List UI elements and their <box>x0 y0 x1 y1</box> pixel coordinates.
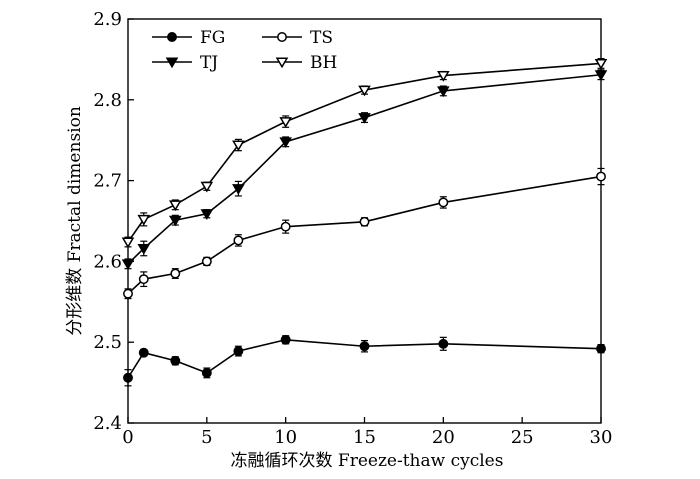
point-fg <box>280 334 291 345</box>
x-tick-label: 20 <box>432 427 455 448</box>
y-tick-label: 2.5 <box>93 332 122 353</box>
axis-ticks: 0 5 10 15 20 25 30 2.4 2.5 2.6 2.7 2.8 2.9 <box>93 9 612 448</box>
y-tick-label: 2.9 <box>93 9 122 30</box>
series-line-tj <box>127 73 602 265</box>
x-tick-label: 5 <box>201 427 212 448</box>
legend-entry-fg: FG <box>152 28 225 48</box>
point-fg <box>138 347 149 358</box>
series-tj <box>121 69 608 271</box>
point-ts <box>123 288 133 299</box>
point-bh <box>200 181 214 193</box>
legend-marker-ts <box>277 32 287 42</box>
point-fg <box>233 346 244 357</box>
legend-marker-fg <box>167 32 177 42</box>
point-tj <box>594 70 608 81</box>
point-tj <box>437 86 450 98</box>
point-ts <box>138 274 149 285</box>
point-bh <box>121 237 135 249</box>
series-bh <box>121 57 608 249</box>
point-bh <box>137 214 151 226</box>
x-tick-label: 15 <box>353 427 376 448</box>
point-bh <box>594 58 608 70</box>
legend-entry-tj: TJ <box>152 53 218 73</box>
point-fg <box>170 355 181 366</box>
series-layer <box>121 57 608 387</box>
y-tick-label: 2.8 <box>93 90 122 111</box>
point-bh <box>168 200 182 212</box>
x-tick-label: 10 <box>274 427 297 448</box>
point-ts <box>359 216 370 227</box>
y-tick-label: 2.6 <box>93 251 122 272</box>
series-fg <box>123 334 606 387</box>
legend-marker-bh <box>275 57 289 69</box>
legend-label-fg: FG <box>200 28 225 48</box>
point-tj <box>200 209 214 220</box>
series-ts <box>123 167 606 300</box>
legend-entry-ts: TS <box>262 28 333 48</box>
legend-label-ts: TS <box>310 28 333 48</box>
point-fg <box>201 367 212 378</box>
point-bh <box>358 85 371 97</box>
point-tj <box>279 137 292 149</box>
point-tj <box>121 259 135 271</box>
legend: FG TS TJ BH <box>152 28 337 73</box>
point-tj <box>137 243 151 255</box>
point-ts <box>596 171 606 182</box>
series-line-ts <box>127 175 602 295</box>
point-ts <box>233 235 244 246</box>
point-fg <box>359 341 370 352</box>
point-ts <box>170 268 181 279</box>
point-tj <box>358 113 371 124</box>
point-bh <box>232 140 245 152</box>
point-tj <box>168 215 182 227</box>
x-tick-label: 25 <box>511 427 534 448</box>
point-ts <box>438 197 449 208</box>
point-bh <box>279 117 292 128</box>
point-fg <box>123 372 133 383</box>
y-axis-title: 分形维数 Fractal dimension <box>65 106 85 336</box>
point-ts <box>280 221 291 232</box>
legend-label-bh: BH <box>310 53 337 73</box>
point-bh <box>437 71 450 82</box>
point-fg <box>438 338 449 349</box>
legend-marker-tj <box>165 57 179 69</box>
point-ts <box>201 256 212 267</box>
y-tick-label: 2.4 <box>93 413 122 434</box>
x-tick-label: 0 <box>122 427 133 448</box>
x-axis-title: 冻融循环次数 Freeze-thaw cycles <box>231 451 504 471</box>
x-tick-label: 30 <box>590 427 613 448</box>
point-tj <box>232 184 245 195</box>
legend-entry-bh: BH <box>262 53 337 73</box>
legend-label-tj: TJ <box>200 53 218 73</box>
point-fg <box>596 343 606 354</box>
y-tick-label: 2.7 <box>93 171 122 192</box>
